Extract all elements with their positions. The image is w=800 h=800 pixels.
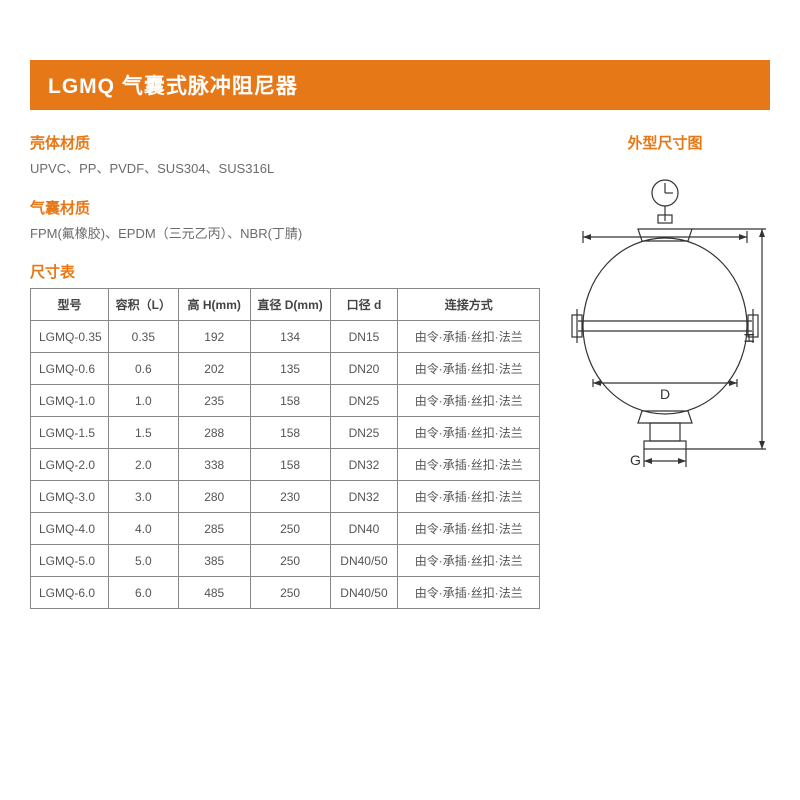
left-column: 壳体材质 UPVC、PP、PVDF、SUS304、SUS316L 气囊材质 FP… xyxy=(30,132,540,609)
table-row: LGMQ-1.01.0235158DN25由令·承插·丝扣·法兰 xyxy=(31,385,540,417)
table-cell: 4.0 xyxy=(108,513,178,545)
table-cell: 192 xyxy=(178,321,250,353)
bladder-section-body: FPM(氟橡胶)、EPDM（三元乙丙）、NBR(丁腈) xyxy=(30,224,540,244)
table-cell: DN32 xyxy=(330,481,398,513)
table-cell: DN32 xyxy=(330,449,398,481)
label-d: D xyxy=(660,386,670,402)
table-cell: DN40 xyxy=(330,513,398,545)
table-row: LGMQ-0.60.6202135DN20由令·承插·丝扣·法兰 xyxy=(31,353,540,385)
table-cell: 134 xyxy=(250,321,330,353)
table-cell: 1.0 xyxy=(108,385,178,417)
table-row: LGMQ-5.05.0385250DN40/50由令·承插·丝扣·法兰 xyxy=(31,545,540,577)
table-cell: LGMQ-0.6 xyxy=(31,353,109,385)
shell-section-body: UPVC、PP、PVDF、SUS304、SUS316L xyxy=(30,159,540,179)
table-cell: 158 xyxy=(250,449,330,481)
label-g: G xyxy=(630,452,641,468)
table-cell: 由令·承插·丝扣·法兰 xyxy=(398,449,540,481)
shell-section-title: 壳体材质 xyxy=(30,132,540,153)
table-header: 高 H(mm) xyxy=(178,289,250,321)
table-cell: DN40/50 xyxy=(330,545,398,577)
table-cell: DN40/50 xyxy=(330,577,398,609)
table-cell: 由令·承插·丝扣·法兰 xyxy=(398,545,540,577)
table-cell: 158 xyxy=(250,417,330,449)
table-cell: LGMQ-2.0 xyxy=(31,449,109,481)
table-cell: LGMQ-1.0 xyxy=(31,385,109,417)
table-cell: 285 xyxy=(178,513,250,545)
table-cell: DN15 xyxy=(330,321,398,353)
table-cell: 由令·承插·丝扣·法兰 xyxy=(398,513,540,545)
table-row: LGMQ-3.03.0280230DN32由令·承插·丝扣·法兰 xyxy=(31,481,540,513)
table-cell: 158 xyxy=(250,385,330,417)
table-cell: 0.35 xyxy=(108,321,178,353)
table-cell: 135 xyxy=(250,353,330,385)
table-cell: 1.5 xyxy=(108,417,178,449)
table-cell: 2.0 xyxy=(108,449,178,481)
table-cell: LGMQ-4.0 xyxy=(31,513,109,545)
table-cell: 385 xyxy=(178,545,250,577)
table-cell: 250 xyxy=(250,513,330,545)
table-row: LGMQ-2.02.0338158DN32由令·承插·丝扣·法兰 xyxy=(31,449,540,481)
table-cell: 288 xyxy=(178,417,250,449)
table-cell: 0.6 xyxy=(108,353,178,385)
table-row: LGMQ-4.04.0285250DN40由令·承插·丝扣·法兰 xyxy=(31,513,540,545)
outline-drawing: D G H xyxy=(560,171,770,491)
table-cell: 280 xyxy=(178,481,250,513)
table-cell: 230 xyxy=(250,481,330,513)
table-cell: 250 xyxy=(250,577,330,609)
table-header: 连接方式 xyxy=(398,289,540,321)
table-cell: DN25 xyxy=(330,385,398,417)
table-cell: 235 xyxy=(178,385,250,417)
table-cell: LGMQ-5.0 xyxy=(31,545,109,577)
right-column: 外型尺寸图 xyxy=(560,132,770,609)
table-cell: DN25 xyxy=(330,417,398,449)
table-row: LGMQ-1.51.5288158DN25由令·承插·丝扣·法兰 xyxy=(31,417,540,449)
table-cell: 3.0 xyxy=(108,481,178,513)
table-cell: DN20 xyxy=(330,353,398,385)
table-header: 容积（L） xyxy=(108,289,178,321)
table-cell: 5.0 xyxy=(108,545,178,577)
page-title: LGMQ 气囊式脉冲阻尼器 xyxy=(30,60,770,110)
table-header: 口径 d xyxy=(330,289,398,321)
table-cell: 338 xyxy=(178,449,250,481)
table-header: 型号 xyxy=(31,289,109,321)
table-cell: LGMQ-6.0 xyxy=(31,577,109,609)
table-cell: LGMQ-3.0 xyxy=(31,481,109,513)
table-cell: 由令·承插·丝扣·法兰 xyxy=(398,577,540,609)
table-cell: 485 xyxy=(178,577,250,609)
table-cell: LGMQ-1.5 xyxy=(31,417,109,449)
table-cell: LGMQ-0.35 xyxy=(31,321,109,353)
table-cell: 由令·承插·丝扣·法兰 xyxy=(398,481,540,513)
table-header: 直径 D(mm) xyxy=(250,289,330,321)
table-cell: 由令·承插·丝扣·法兰 xyxy=(398,353,540,385)
table-cell: 由令·承插·丝扣·法兰 xyxy=(398,321,540,353)
bladder-section-title: 气囊材质 xyxy=(30,197,540,218)
table-cell: 250 xyxy=(250,545,330,577)
table-cell: 6.0 xyxy=(108,577,178,609)
dimensions-table: 型号容积（L）高 H(mm)直径 D(mm)口径 d连接方式 LGMQ-0.35… xyxy=(30,288,540,609)
label-h: H xyxy=(741,333,757,343)
drawing-title: 外型尺寸图 xyxy=(560,132,770,153)
table-row: LGMQ-6.06.0485250DN40/50由令·承插·丝扣·法兰 xyxy=(31,577,540,609)
dims-section-title: 尺寸表 xyxy=(30,261,540,282)
table-cell: 由令·承插·丝扣·法兰 xyxy=(398,385,540,417)
table-cell: 202 xyxy=(178,353,250,385)
table-row: LGMQ-0.350.35192134DN15由令·承插·丝扣·法兰 xyxy=(31,321,540,353)
table-cell: 由令·承插·丝扣·法兰 xyxy=(398,417,540,449)
